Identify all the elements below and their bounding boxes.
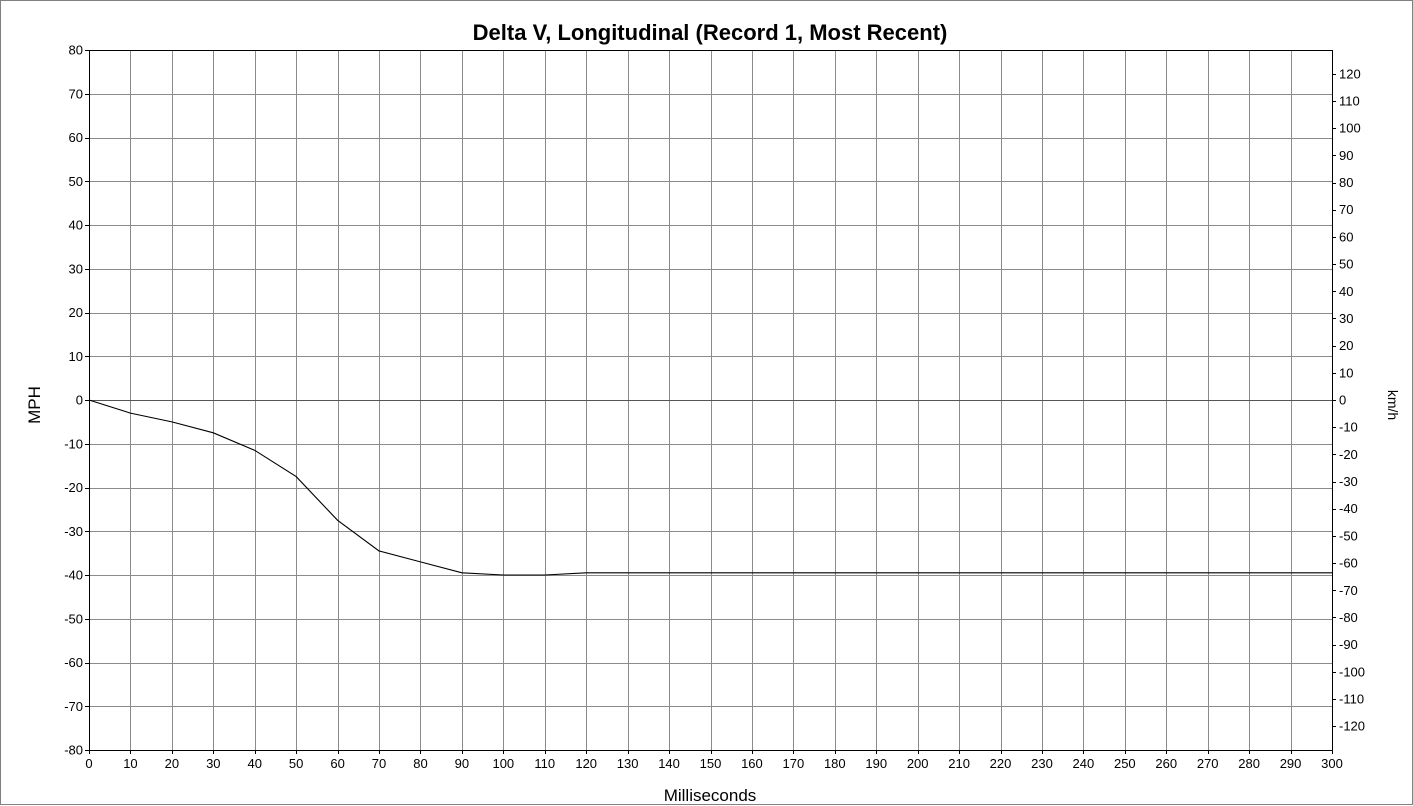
y-right-tick-label: 10 — [1339, 365, 1353, 380]
x-tick-label: 40 — [247, 756, 261, 771]
x-axis: 0 10 20 30 40 50 60 70 80 90 100 110 120 130 140 150 160… — [85, 750, 1342, 771]
y-tick-label: 50 — [69, 174, 83, 189]
x-tick-label: 170 — [783, 756, 805, 771]
x-tick-label: 130 — [617, 756, 639, 771]
y-tick-label: 20 — [69, 305, 83, 320]
x-tick-label: 210 — [948, 756, 970, 771]
x-tick-label: 150 — [700, 756, 722, 771]
y-tick-label: -70 — [64, 699, 83, 714]
x-tick-label: 20 — [165, 756, 179, 771]
y-right-tick-label: 30 — [1339, 311, 1353, 326]
x-tick-label: 230 — [1031, 756, 1053, 771]
y-right-tick-label: 110 — [1339, 93, 1360, 108]
x-axis-title: Milliseconds — [664, 786, 757, 805]
y-axis-left: 80 70 60 50 40 30 20 10 0 -10 -20 -30 -40 -50 -60 -70 -8… — [64, 43, 89, 758]
y-right-tick-label: -80 — [1339, 610, 1358, 625]
x-tick-label: 270 — [1197, 756, 1219, 771]
y-right-tick-label: -100 — [1339, 664, 1365, 679]
y-axis-right: 1201101009080706050403020100-10-20-30-40… — [1332, 66, 1365, 733]
y-right-tick-label: -20 — [1339, 447, 1358, 462]
x-tick-label: 120 — [575, 756, 597, 771]
y-tick-label: 80 — [69, 43, 83, 58]
x-tick-label: 180 — [824, 756, 846, 771]
y-axis-title-left: MPH — [25, 386, 44, 424]
y-tick-label: 0 — [76, 393, 83, 408]
gridlines — [89, 50, 1333, 751]
x-tick-label: 70 — [372, 756, 386, 771]
x-tick-label: 110 — [534, 756, 555, 771]
series-group — [89, 400, 1332, 575]
chart-title: Delta V, Longitudinal (Record 1, Most Re… — [473, 20, 948, 45]
x-tick-label: 190 — [865, 756, 887, 771]
y-right-tick-label: 90 — [1339, 148, 1353, 163]
y-tick-label: -30 — [64, 524, 83, 539]
x-tick-label: 0 — [85, 756, 92, 771]
y-tick-label: -80 — [64, 743, 83, 758]
y-right-tick-label: 50 — [1339, 257, 1353, 272]
x-tick-label: 240 — [1073, 756, 1095, 771]
x-tick-label: 60 — [330, 756, 344, 771]
y-right-tick-label: -60 — [1339, 556, 1358, 571]
x-tick-label: 140 — [658, 756, 680, 771]
x-tick-label: 290 — [1280, 756, 1302, 771]
y-right-tick-label: 120 — [1339, 66, 1361, 81]
y-right-tick-label: -40 — [1339, 501, 1358, 516]
x-tick-label: 250 — [1114, 756, 1136, 771]
y-right-tick-label: -120 — [1339, 719, 1365, 734]
y-tick-label: 70 — [69, 86, 83, 101]
x-tick-label: 200 — [907, 756, 929, 771]
series-line — [89, 400, 1332, 575]
y-right-tick-label: 20 — [1339, 338, 1353, 353]
y-right-tick-label: 60 — [1339, 229, 1353, 244]
x-tick-label: 30 — [206, 756, 220, 771]
y-right-tick-label: -10 — [1339, 420, 1358, 435]
y-right-tick-label: -50 — [1339, 528, 1358, 543]
y-tick-label: -50 — [64, 611, 83, 626]
y-right-tick-label: 80 — [1339, 175, 1353, 190]
y-tick-label: 40 — [69, 218, 83, 233]
x-tick-label: 80 — [413, 756, 427, 771]
x-tick-label: 90 — [455, 756, 469, 771]
x-tick-label: 160 — [741, 756, 763, 771]
x-tick-label: 10 — [123, 756, 137, 771]
y-tick-label: -40 — [64, 568, 83, 583]
y-tick-label: -60 — [64, 655, 83, 670]
y-right-tick-label: -30 — [1339, 474, 1358, 489]
y-right-tick-label: -110 — [1339, 692, 1364, 707]
x-tick-label: 50 — [289, 756, 303, 771]
y-right-tick-label: -70 — [1339, 583, 1358, 598]
y-tick-label: 10 — [69, 349, 83, 364]
y-axis-title-right: km/h — [1385, 390, 1401, 420]
y-right-tick-label: 0 — [1339, 393, 1346, 408]
y-tick-label: -20 — [64, 480, 83, 495]
y-right-tick-label: 100 — [1339, 121, 1361, 136]
y-right-tick-label: -90 — [1339, 637, 1358, 652]
y-tick-label: 30 — [69, 261, 83, 276]
x-tick-label: 260 — [1155, 756, 1177, 771]
x-tick-label: 100 — [492, 756, 514, 771]
x-tick-label: 280 — [1238, 756, 1260, 771]
y-right-tick-label: 70 — [1339, 202, 1353, 217]
x-tick-label: 220 — [990, 756, 1012, 771]
y-right-tick-label: 40 — [1339, 284, 1353, 299]
y-tick-label: 60 — [69, 130, 83, 145]
x-tick-label: 300 — [1321, 756, 1343, 771]
y-tick-label: -10 — [64, 436, 83, 451]
